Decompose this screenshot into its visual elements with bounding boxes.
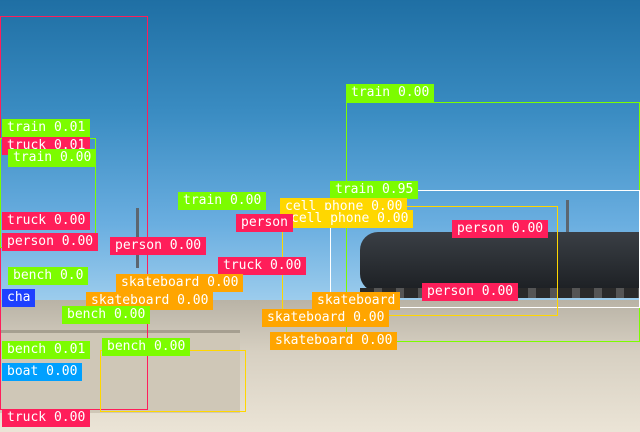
label-chair: cha xyxy=(2,289,36,307)
label-person: person 0.00 xyxy=(110,237,207,255)
label-truck: truck 0.00 xyxy=(218,257,307,275)
label-skateboard: skateboard 0.00 xyxy=(116,274,244,292)
label-person: person 0.00 xyxy=(452,220,549,238)
label-skateboard: skateboard 0.00 xyxy=(270,332,398,350)
label-train: train 0.00 xyxy=(346,84,435,102)
label-person: person 0.00 xyxy=(2,233,99,251)
label-train: train 0.00 xyxy=(8,149,97,167)
label-skateboard: skateboard 0.00 xyxy=(262,309,390,327)
label-truck: truck 0.00 xyxy=(2,409,91,427)
label-boat: boat 0.00 xyxy=(2,363,83,381)
label-bench: bench 0.00 xyxy=(62,306,151,324)
label-bench: bench 0.01 xyxy=(2,341,91,359)
label-bench: bench 0.00 xyxy=(102,338,191,356)
utility-pole xyxy=(566,200,569,240)
label-truck: truck 0.00 xyxy=(2,212,91,230)
label-train: train 0.01 xyxy=(2,119,91,137)
label-person: person xyxy=(236,214,293,232)
label-bench: bench 0.0 xyxy=(8,267,89,285)
tank-train xyxy=(360,232,640,292)
label-train: train 0.00 xyxy=(178,192,267,210)
label-person: person 0.00 xyxy=(422,283,519,301)
label-skateboard: skateboard 0.00 xyxy=(86,292,214,310)
label-skateboard: skateboard xyxy=(312,292,401,310)
label-train: train 0.95 xyxy=(330,181,419,199)
label-cell-phone: cell phone 0.00 xyxy=(286,210,414,228)
